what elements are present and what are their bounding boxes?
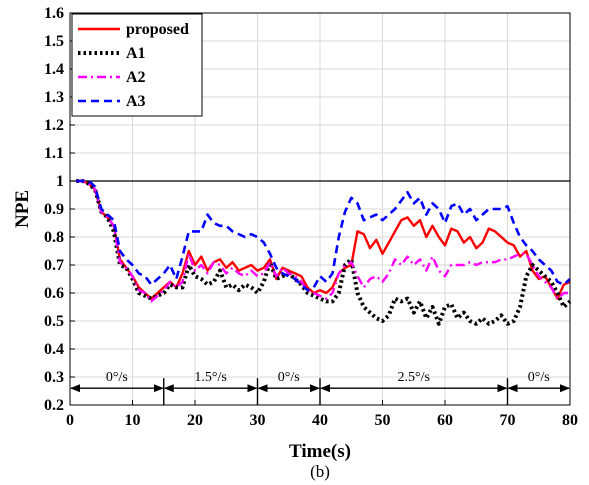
y-tick-label: 0.4	[44, 341, 64, 358]
x-tick-label: 60	[437, 412, 453, 429]
series-line-a3	[76, 179, 571, 292]
y-tick-label: 1.5	[44, 33, 64, 50]
x-tick-label: 10	[125, 412, 141, 429]
legend-box	[71, 13, 203, 117]
y-tick-label: 1.2	[44, 117, 64, 134]
y-tick-label: 0.9	[44, 201, 64, 218]
y-tick-label: 1	[56, 173, 64, 190]
axis-ticks: 0 10 20 30 40 50 60 70 80 0.2 0.3 0.4 0.5 0.6 0.7 0.8 0.…	[44, 5, 578, 429]
segment-label: 0°/s	[278, 370, 300, 385]
y-tick-label: 0.5	[44, 313, 64, 330]
segment-label: 1.5°/s	[194, 370, 226, 385]
x-tick-label: 30	[250, 412, 266, 429]
y-axis-label: NPE	[12, 190, 33, 228]
legend-entry-label: A2	[126, 69, 146, 86]
y-tick-label: 1.4	[44, 61, 64, 78]
y-tick-label: 0.7	[44, 257, 64, 274]
y-tick-label: 1.1	[44, 145, 64, 162]
x-tick-label: 70	[500, 412, 516, 429]
series-lines	[76, 179, 572, 326]
y-tick-label: 0.2	[44, 397, 64, 414]
y-tick-label: 0.3	[44, 369, 64, 386]
x-tick-label: 20	[187, 412, 203, 429]
series-line-a1	[76, 179, 572, 326]
x-tick-label: 0	[66, 412, 74, 429]
y-tick-label: 1.3	[44, 89, 64, 106]
series-line-proposed	[76, 179, 571, 300]
x-tick-label: 40	[312, 412, 328, 429]
legend-entry-label: proposed	[126, 21, 189, 38]
segment-label: 0°/s	[106, 370, 128, 385]
series-line-a2	[76, 179, 570, 303]
legend: proposed A1 A2 A3	[71, 13, 203, 117]
y-tick-label: 0.6	[44, 285, 64, 302]
y-tick-label: 0.8	[44, 229, 64, 246]
legend-entry-label: A3	[126, 93, 146, 110]
x-tick-label: 50	[375, 412, 391, 429]
figure-caption: (b)	[310, 462, 330, 481]
x-tick-label: 80	[562, 412, 578, 429]
segment-label: 2.5°/s	[398, 370, 430, 385]
y-tick-label: 1.6	[44, 5, 64, 22]
legend-entry-label: A1	[126, 45, 146, 62]
x-axis-label: Time(s)	[289, 441, 351, 462]
segment-label: 0°/s	[528, 370, 550, 385]
